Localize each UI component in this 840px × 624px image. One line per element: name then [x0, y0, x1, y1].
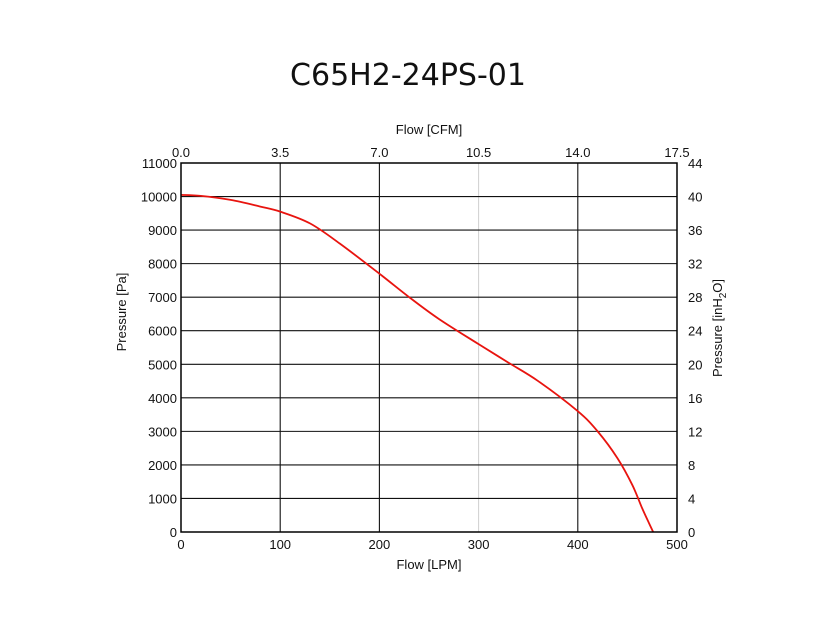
x2-tick-label: 17.5 [664, 145, 689, 160]
x-tick-label: 100 [269, 537, 291, 552]
x-tick-label: 500 [666, 537, 688, 552]
x-tick-label: 0 [177, 537, 184, 552]
y-tick-label: 4000 [148, 391, 177, 406]
y-tick-label: 8000 [148, 257, 177, 272]
series-layer [180, 193, 655, 533]
x2-tick-label: 3.5 [271, 145, 289, 160]
y2-tick-label: 0 [688, 525, 695, 540]
y-tick-label: 7000 [148, 290, 177, 305]
y-tick-label: 9000 [148, 223, 177, 238]
y2-tick-label: 20 [688, 357, 702, 372]
x2-axis-label: Flow [CFM] [396, 122, 462, 137]
y2-tick-label: 40 [688, 190, 702, 205]
y-tick-label: 0 [170, 525, 177, 540]
y-axis-label: Pressure [Pa] [114, 273, 129, 352]
y2-tick-label: 28 [688, 290, 702, 305]
series-line [180, 193, 655, 533]
y2-tick-label: 12 [688, 424, 702, 439]
y2-tick-label: 36 [688, 223, 702, 238]
y2-tick-label: 16 [688, 391, 702, 406]
y-tick-label: 2000 [148, 458, 177, 473]
grid [181, 163, 677, 532]
y2-tick-label: 4 [688, 491, 695, 506]
y-tick-label: 5000 [148, 357, 177, 372]
y2-axis-label: Pressure [inH2O] [710, 279, 729, 377]
x-axis-label: Flow [LPM] [396, 557, 461, 572]
y2-tick-label: 8 [688, 458, 695, 473]
y-tick-label: 6000 [148, 324, 177, 339]
chart-title: C65H2-24PS-01 [290, 58, 526, 93]
x2-tick-label: 0.0 [172, 145, 190, 160]
y2-tick-label: 44 [688, 156, 702, 171]
x-tick-label: 300 [468, 537, 490, 552]
y-tick-label: 1000 [148, 491, 177, 506]
y-tick-label: 3000 [148, 424, 177, 439]
x-tick-label: 400 [567, 537, 589, 552]
x2-tick-label: 14.0 [565, 145, 590, 160]
plot-frame [180, 162, 678, 533]
y2-tick-label: 32 [688, 257, 702, 272]
x2-tick-label: 7.0 [370, 145, 388, 160]
y2-tick-label: 24 [688, 324, 702, 339]
x2-tick-label: 10.5 [466, 145, 491, 160]
x-tick-label: 200 [369, 537, 391, 552]
y-tick-label: 10000 [141, 190, 177, 205]
y-tick-label: 11000 [142, 156, 177, 171]
